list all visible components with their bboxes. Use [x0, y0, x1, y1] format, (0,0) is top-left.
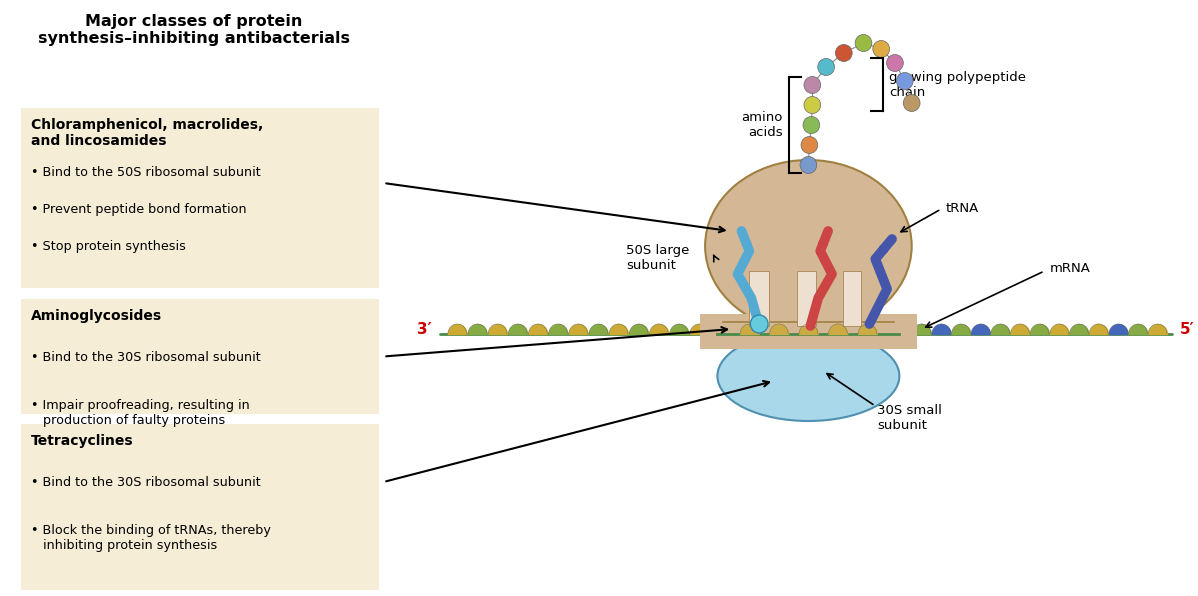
- Circle shape: [855, 35, 872, 51]
- Text: • Bind to the 30S ribosomal subunit: • Bind to the 30S ribosomal subunit: [31, 476, 261, 489]
- FancyBboxPatch shape: [750, 271, 769, 326]
- Text: Chloramphenicol, macrolides,
and lincosamides: Chloramphenicol, macrolides, and lincosa…: [31, 118, 264, 148]
- FancyBboxPatch shape: [843, 271, 860, 326]
- Text: • Bind to the 50S ribosomal subunit: • Bind to the 50S ribosomal subunit: [31, 166, 261, 179]
- Circle shape: [887, 54, 903, 72]
- FancyBboxPatch shape: [713, 309, 904, 334]
- Text: growing polypeptide
chain: growing polypeptide chain: [889, 71, 1025, 99]
- Circle shape: [818, 58, 835, 76]
- Text: amino
acids: amino acids: [742, 111, 782, 139]
- Circle shape: [835, 45, 852, 61]
- Text: • Prevent peptide bond formation: • Prevent peptide bond formation: [31, 203, 247, 216]
- FancyBboxPatch shape: [700, 314, 916, 349]
- Text: Aminoglycosides: Aminoglycosides: [31, 309, 163, 323]
- FancyBboxPatch shape: [22, 299, 379, 414]
- Text: • Block the binding of tRNAs, thereby
   inhibiting protein synthesis: • Block the binding of tRNAs, thereby in…: [31, 524, 271, 552]
- Text: • Bind to the 30S ribosomal subunit: • Bind to the 30S ribosomal subunit: [31, 351, 261, 364]
- Ellipse shape: [718, 331, 900, 421]
- Text: Major classes of protein
synthesis–inhibiting antibacterials: Major classes of protein synthesis–inhib…: [37, 14, 350, 46]
- Text: 3′: 3′: [417, 321, 431, 337]
- Text: 50S large
subunit: 50S large subunit: [627, 244, 690, 272]
- Text: Tetracyclines: Tetracyclines: [31, 434, 134, 448]
- Circle shape: [801, 136, 818, 154]
- Text: mRNA: mRNA: [1049, 262, 1090, 275]
- Ellipse shape: [706, 160, 912, 332]
- FancyBboxPatch shape: [22, 424, 379, 590]
- FancyBboxPatch shape: [797, 271, 816, 326]
- Circle shape: [903, 95, 920, 111]
- Text: tRNA: tRNA: [946, 203, 980, 216]
- Circle shape: [750, 315, 768, 333]
- Circle shape: [896, 73, 913, 89]
- Circle shape: [873, 41, 890, 57]
- Text: • Stop protein synthesis: • Stop protein synthesis: [31, 240, 186, 253]
- Text: 5′: 5′: [1180, 321, 1194, 337]
- Circle shape: [804, 97, 821, 113]
- Circle shape: [803, 116, 819, 134]
- Circle shape: [800, 157, 817, 173]
- FancyBboxPatch shape: [22, 108, 379, 288]
- Text: • Impair proofreading, resulting in
   production of faulty proteins: • Impair proofreading, resulting in prod…: [31, 399, 250, 427]
- Circle shape: [804, 76, 821, 94]
- Text: 30S small
subunit: 30S small subunit: [877, 404, 942, 432]
